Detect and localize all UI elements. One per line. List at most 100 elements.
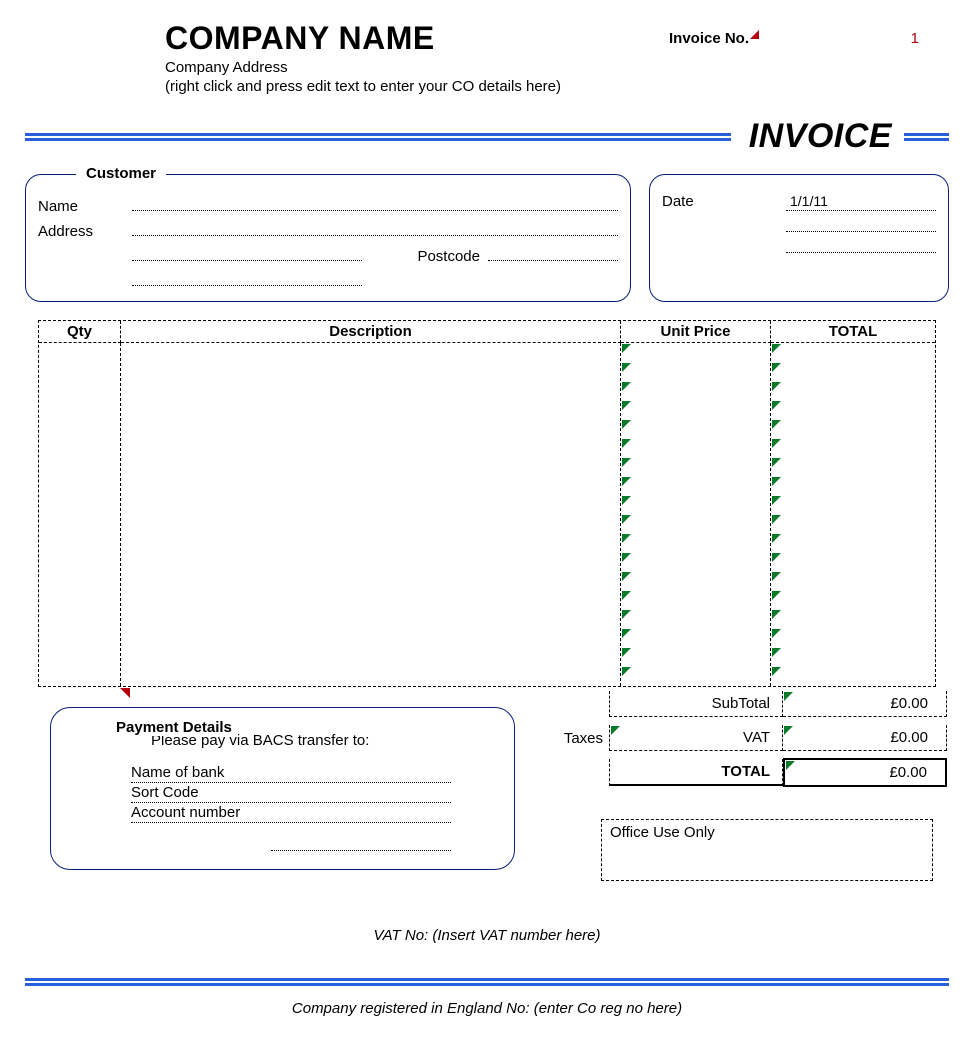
date-extra-row-2 [662, 235, 936, 253]
items-wrap: Qty Description Unit Price TOTAL [25, 320, 949, 687]
date-extra-field-1[interactable] [786, 214, 936, 232]
rule-right [904, 133, 949, 141]
error-marker-icon [772, 382, 781, 391]
payment-extra-line[interactable] [271, 835, 451, 851]
lower-right: SubTotal £0.00 Taxes VAT £0.00 TOTAL £0.… [609, 687, 949, 881]
header-right: Invoice No. 1 [669, 20, 949, 47]
invoice-page: COMPANY NAME Company Address (right clic… [0, 0, 974, 1057]
error-marker-icon [772, 344, 781, 353]
error-marker-icon [622, 363, 631, 372]
col-header-unit-price: Unit Price [621, 321, 771, 343]
error-marker-icon [622, 572, 631, 581]
invoice-no-text: Invoice No. [669, 30, 749, 47]
error-marker-icon [772, 553, 781, 562]
error-marker-icon [772, 420, 781, 429]
error-marker-icon [772, 648, 781, 657]
sort-code-row[interactable]: Sort Code [131, 783, 451, 803]
invoice-number-label: Invoice No. [669, 30, 759, 47]
error-marker-icon [784, 726, 793, 735]
error-marker-icon [622, 534, 631, 543]
grand-total-value: £0.00 [783, 758, 947, 787]
customer-name-field[interactable] [132, 193, 618, 211]
info-boxes: Customer Name Address Postcode D [25, 174, 949, 302]
date-label: Date [662, 193, 722, 210]
account-number-label: Account number [131, 804, 240, 821]
error-marker-icon [772, 534, 781, 543]
office-use-box[interactable]: Office Use Only [601, 819, 933, 881]
company-address: Company Address [165, 59, 669, 76]
rule-left [25, 133, 731, 141]
error-marker-icon [622, 496, 631, 505]
error-marker-icon [622, 477, 631, 486]
title-rule: INVOICE [25, 117, 949, 156]
items-header-row: Qty Description Unit Price TOTAL [39, 321, 935, 343]
error-marker-icon [772, 572, 781, 581]
vat-row: Taxes VAT £0.00 [609, 721, 949, 755]
invoice-title: INVOICE [731, 117, 904, 156]
date-extra-row-1 [662, 214, 936, 232]
bank-name-row[interactable]: Name of bank [131, 763, 451, 783]
error-marker-icon [622, 515, 631, 524]
error-markers-unit [622, 344, 631, 686]
error-marker-icon [622, 439, 631, 448]
company-reg-line: Company registered in England No: (enter… [25, 1000, 949, 1017]
customer-address-label: Address [38, 223, 128, 240]
bank-name-label: Name of bank [131, 764, 224, 781]
date-box: Date 1/1/11 [649, 174, 949, 302]
postcode-label: Postcode [413, 248, 484, 265]
error-marker-icon [622, 553, 631, 562]
customer-box: Customer Name Address Postcode [25, 174, 631, 302]
customer-address-field[interactable] [132, 218, 618, 236]
date-extra-field-2[interactable] [786, 235, 936, 253]
error-marker-icon [622, 344, 631, 353]
comment-marker-icon [750, 30, 759, 39]
error-marker-icon [772, 610, 781, 619]
error-marker-icon [784, 692, 793, 701]
error-marker-icon [622, 591, 631, 600]
error-marker-icon [622, 648, 631, 657]
account-number-row[interactable]: Account number [131, 803, 451, 823]
totals-block: SubTotal £0.00 Taxes VAT £0.00 TOTAL £0.… [609, 687, 949, 789]
items-body-description[interactable] [121, 343, 621, 686]
postcode-field[interactable] [488, 243, 618, 261]
col-header-description: Description [121, 321, 621, 343]
subtotal-label: SubTotal [609, 691, 783, 717]
office-use-label: Office Use Only [610, 824, 715, 841]
invoice-number-value: 1 [911, 30, 949, 47]
error-marker-icon [786, 761, 795, 770]
error-marker-icon [622, 458, 631, 467]
error-marker-icon [772, 591, 781, 600]
error-marker-icon [772, 477, 781, 486]
error-marker-icon [772, 458, 781, 467]
error-marker-icon [772, 667, 781, 676]
subtotal-row: SubTotal £0.00 [609, 687, 949, 721]
error-marker-icon [622, 667, 631, 676]
items-body-total[interactable] [771, 343, 935, 686]
error-marker-icon [772, 439, 781, 448]
customer-extra-row [38, 268, 618, 286]
customer-address-field-2[interactable] [132, 243, 362, 261]
grand-total-text: £0.00 [889, 764, 927, 781]
customer-legend: Customer [76, 165, 166, 182]
subtotal-value: £0.00 [783, 691, 947, 717]
subtotal-text: £0.00 [890, 695, 928, 712]
items-body-unit-price[interactable] [621, 343, 771, 686]
items-body-qty[interactable] [39, 343, 121, 686]
error-marker-icon [772, 515, 781, 524]
error-marker-icon [611, 726, 620, 735]
company-name: COMPANY NAME [165, 20, 669, 57]
error-marker-icon [772, 496, 781, 505]
vat-value: £0.00 [783, 725, 947, 751]
grand-total-label: TOTAL [609, 759, 783, 786]
error-marker-icon [772, 629, 781, 638]
col-header-total: TOTAL [771, 321, 935, 343]
payment-legend: Payment Details [110, 719, 238, 736]
customer-address-field-3[interactable] [132, 268, 362, 286]
footer-rule [25, 978, 949, 986]
error-markers-total [772, 344, 781, 686]
items-body [39, 343, 935, 686]
vat-label-text: VAT [743, 729, 770, 746]
header: COMPANY NAME Company Address (right clic… [25, 20, 949, 97]
error-marker-icon [772, 401, 781, 410]
date-field[interactable]: 1/1/11 [786, 193, 936, 211]
